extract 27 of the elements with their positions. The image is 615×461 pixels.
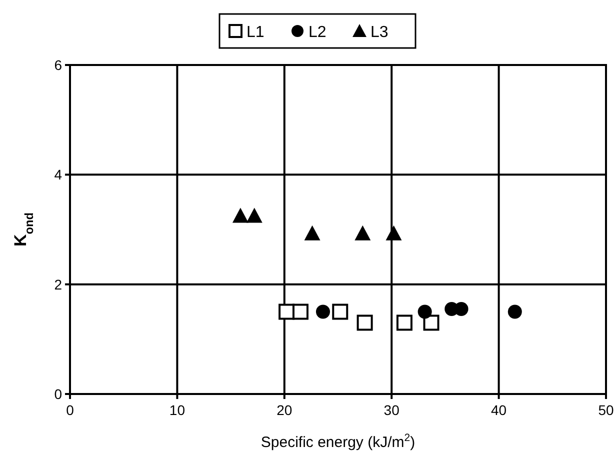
x-tick-label: 0 — [66, 402, 74, 418]
legend-label: L2 — [308, 24, 326, 41]
point — [356, 314, 373, 331]
x-tick-label: 10 — [169, 402, 186, 418]
y-tick-label: 4 — [54, 166, 62, 183]
x-tick-label: 30 — [384, 402, 400, 418]
x-tick-label: 20 — [276, 402, 292, 418]
legend-label: L3 — [370, 24, 388, 41]
point — [246, 208, 262, 223]
point — [396, 314, 412, 331]
point — [386, 225, 402, 240]
x-tick-label: 50 — [598, 402, 614, 418]
legend-label: L1 — [246, 24, 264, 41]
point — [316, 304, 330, 319]
x-axis-title: Specific energy (kJ/m$^{2}$) — [260, 432, 416, 451]
point — [232, 208, 248, 223]
point — [332, 304, 348, 320]
point — [304, 225, 320, 240]
point — [354, 225, 371, 240]
y-tick-label: 2 — [54, 276, 62, 292]
point — [292, 304, 308, 320]
point — [423, 314, 440, 331]
y-tick-label: 6 — [54, 57, 62, 73]
y-tick-label: 0 — [54, 386, 62, 402]
x-tick-label: 40 — [491, 402, 507, 418]
point — [508, 304, 522, 319]
point — [418, 304, 432, 319]
